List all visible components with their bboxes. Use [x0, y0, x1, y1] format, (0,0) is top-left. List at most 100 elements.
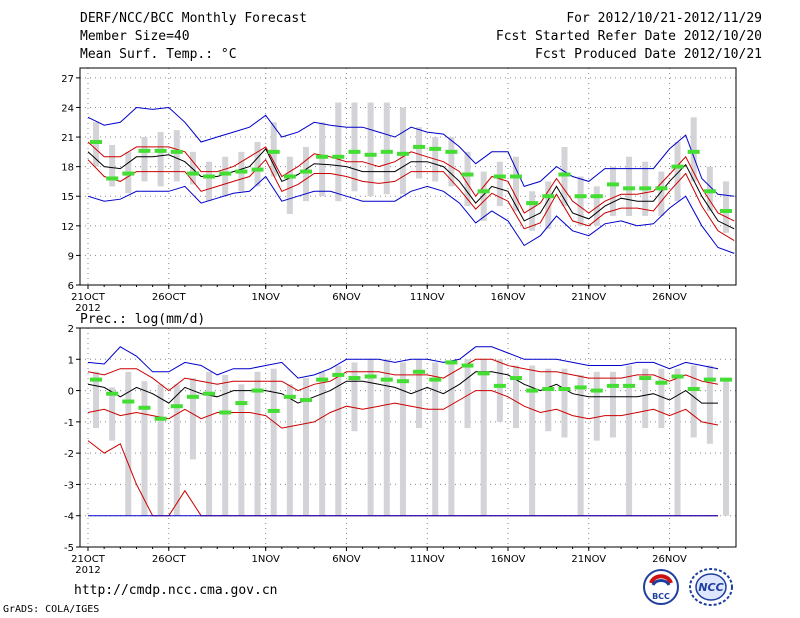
temp-line-ensemble-mean [87, 148, 735, 230]
temp-median-marker [138, 148, 151, 153]
prec-median-marker [251, 388, 264, 393]
prec-member-box [448, 362, 455, 516]
prec-panel: -5 -4 -3 -2 -1 0 1 2 21OCT 26OCT 1NOV 6NOV 11NOV 16NO… [64, 324, 737, 576]
temp-median-marker [300, 169, 312, 174]
prec-xtick-label: 26OCT [152, 554, 187, 565]
temp-median-marker [574, 194, 587, 199]
prec-member-box [561, 368, 568, 438]
temp-member-box [545, 181, 552, 229]
temp-median-marker [235, 169, 248, 174]
prec-line-upper-spread [87, 358, 719, 392]
prec-member-box [303, 378, 309, 516]
prec-member-box [593, 371, 600, 441]
temp-median-marker [671, 164, 684, 169]
temp-median-marker [461, 172, 474, 177]
prec-member-box [577, 374, 584, 516]
prec-median-marker [348, 376, 361, 381]
temp-ytick-label: 18 [61, 163, 74, 174]
temp-median-marker [720, 209, 732, 214]
temp-member-box [593, 186, 600, 226]
temp-median-marker [251, 167, 264, 172]
prec-member-box [254, 371, 261, 516]
ncc-logo-text: NCC [698, 581, 723, 594]
temp-median-marker [558, 172, 571, 177]
temp-member-box [270, 122, 277, 177]
bcc-logo-text: BCC [652, 592, 670, 601]
temp-median-marker [639, 186, 652, 191]
temp-median-marker [106, 176, 119, 181]
temp-member-box [109, 144, 116, 187]
prec-median-marker [219, 410, 232, 415]
prec-member-box [222, 374, 229, 516]
prec-line-maximum [87, 346, 719, 379]
member-size-label: Member Size=40 [80, 29, 190, 44]
temp-year-label: 2012 [75, 303, 100, 314]
prec-frame [79, 327, 737, 548]
prec-member-box [189, 378, 196, 460]
prec-member-box [141, 381, 148, 516]
prec-median-marker [720, 377, 732, 382]
prec-member-box [609, 371, 616, 438]
ncc-logo: NCC [689, 568, 733, 606]
source-url[interactable]: http://cmdp.ncc.cma.gov.cn [74, 583, 278, 598]
temp-member-box [448, 137, 455, 187]
temp-median-marker [203, 174, 216, 179]
prec-xtick-label: 6NOV [332, 554, 361, 565]
temp-member-box [206, 161, 213, 202]
prec-median-marker [90, 377, 102, 382]
temp-ytick-label: 21 [61, 133, 74, 144]
prec-member-box [690, 365, 697, 438]
prec-member-box [706, 365, 713, 444]
prec-median-marker [380, 377, 393, 382]
prec-member-box [464, 359, 471, 429]
prec-median-marker [203, 391, 216, 396]
prec-median-marker [461, 363, 474, 368]
temp-median-marker [493, 174, 506, 179]
prec-member-box [351, 362, 358, 432]
prec-ytick-label: -5 [64, 543, 74, 554]
chart-title: DERF/NCC/BCC Monthly Forecast [80, 11, 307, 26]
temp-median-marker [364, 152, 377, 157]
prec-ytick-label: -4 [64, 512, 74, 523]
temp-line-minimum [87, 175, 735, 254]
variable-label-temperature: Mean Surf. Temp.: °C [80, 47, 237, 62]
prec-median-marker [526, 388, 539, 393]
prec-ytick-label: 0 [68, 387, 74, 398]
prec-median-marker [655, 380, 668, 385]
prec-median-marker [186, 394, 199, 399]
temp-member-box [513, 156, 519, 212]
temp-frame [79, 67, 737, 286]
temp-member-box [399, 107, 406, 195]
grads-credit: GrADS: COLA/IGES [3, 604, 100, 615]
temp-median-marker [477, 189, 490, 194]
prec-member-box [723, 378, 729, 516]
prec-median-marker [445, 360, 458, 365]
bcc-logo: BCC [643, 569, 679, 605]
prec-member-box [157, 384, 164, 516]
temp-median-marker [445, 149, 458, 154]
forecast-period: For 2012/10/21-2012/11/29 [566, 11, 762, 26]
temp-median-marker [316, 154, 329, 159]
prec-member-box [496, 359, 503, 422]
prec-median-marker [396, 379, 409, 384]
temp-member-box [303, 146, 309, 202]
prec-median-marker [154, 416, 167, 421]
temp-median-marker [687, 149, 700, 154]
prec-median-marker [558, 387, 571, 392]
temp-member-box [416, 127, 423, 179]
temp-line-lower-spread [87, 158, 735, 242]
temp-median-marker [526, 201, 539, 206]
temp-member-box [157, 132, 164, 187]
prec-member-box [93, 371, 99, 429]
temp-panel: 6 9 12 15 18 21 24 27 21OCT 26OCT 1NOV 6NOV 11NOV 16N… [61, 67, 737, 314]
temp-member-box [480, 171, 487, 221]
prec-median-marker [687, 387, 700, 392]
temp-member-box [367, 102, 374, 197]
temp-median-marker [542, 194, 555, 199]
prec-member-box [383, 359, 390, 516]
temp-ytick-label: 12 [61, 222, 74, 233]
prec-ytick-label: 2 [68, 324, 74, 335]
forecast-start-date: Fcst Started Refer Date 2012/10/20 [495, 29, 762, 44]
temp-member-box [319, 122, 326, 197]
temp-median-marker [219, 171, 232, 176]
